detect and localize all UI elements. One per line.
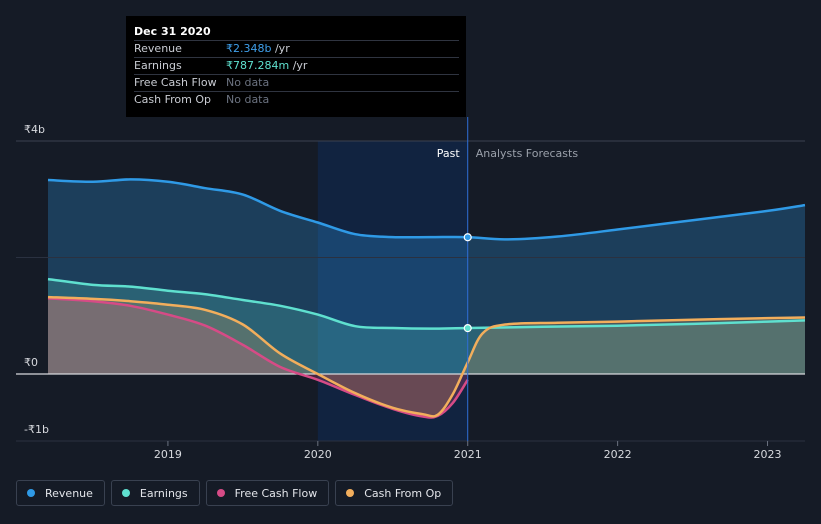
tooltip-row-value: No data <box>226 76 270 89</box>
tooltip-row-value: No data <box>226 93 270 106</box>
y-tick-label: -₹1b <box>24 423 49 436</box>
tooltip-row-value: ₹2.348b /yr <box>226 41 290 57</box>
tooltip-row: Free Cash Flow No data <box>134 74 459 91</box>
x-tick-label: 2019 <box>154 448 182 461</box>
legend-item-cash-from-op[interactable]: Cash From Op <box>335 480 454 506</box>
legend-item-earnings[interactable]: Earnings <box>110 480 200 506</box>
legend-dot-icon <box>346 489 355 497</box>
tooltip-date: Dec 31 2020 <box>134 25 211 38</box>
legend-item-free-cash-flow[interactable]: Free Cash Flow <box>205 480 330 506</box>
legend-dot-icon <box>27 489 35 497</box>
series-lines <box>47 178 806 419</box>
tooltip-rows: Revenue ₹2.348b /yr Earnings ₹787.284m /yr F… <box>134 40 459 108</box>
past-label: Past <box>437 147 461 160</box>
tooltip-value-unit: /yr <box>289 59 308 72</box>
revenue-line <box>47 178 806 241</box>
tooltip-row-label: Free Cash Flow <box>134 76 217 89</box>
revenue-marker <box>463 233 472 242</box>
tooltip-row-label: Earnings <box>134 59 182 72</box>
hover-markers <box>463 233 472 333</box>
x-tick-label: 2022 <box>604 448 632 461</box>
gridlines <box>16 140 805 442</box>
tooltip-row: Earnings ₹787.284m /yr <box>134 57 459 74</box>
earnings-marker <box>463 324 472 333</box>
tooltip: Dec 31 2020 Revenue ₹2.348b /yr Earnings ₹7… <box>126 16 466 117</box>
forecast-label: Analysts Forecasts <box>476 147 579 160</box>
cash-from-op-line <box>47 295 806 418</box>
x-axis-ticks: 2019 2020 2021 2022 2023 <box>154 441 782 461</box>
x-tick-label: 2021 <box>454 448 482 461</box>
x-tick-label: 2020 <box>304 448 332 461</box>
y-axis-ticks: ₹4b ₹0 -₹1b <box>24 123 49 436</box>
legend-dot-icon <box>216 489 225 497</box>
earnings-line <box>47 277 806 330</box>
y-tick-label: ₹0 <box>24 356 38 369</box>
tooltip-row-label: Cash From Op <box>134 93 212 106</box>
legend-dot-icon <box>121 489 130 497</box>
tooltip-value-number: ₹2.348b <box>226 42 272 55</box>
tooltip-row: Revenue ₹2.348b /yr <box>134 40 459 57</box>
tooltip-row-label: Revenue <box>134 42 182 55</box>
tooltip-value-number: ₹787.284m <box>226 59 290 72</box>
tooltip-value-unit: /yr <box>271 42 290 55</box>
tooltip-row: Cash From Op No data <box>134 91 459 108</box>
tooltip-row-value: ₹787.284m /yr <box>226 58 307 74</box>
y-tick-label: ₹4b <box>24 123 45 136</box>
legend-item-label: Cash From Op <box>364 486 442 500</box>
legend: Revenue Earnings Free Cash Flow Cash From O… <box>16 480 454 506</box>
legend-item-label: Revenue <box>45 486 93 500</box>
earnings-area <box>48 279 805 374</box>
free-cash-flow-area <box>48 298 468 418</box>
legend-item-revenue[interactable]: Revenue <box>16 480 105 506</box>
legend-item-label: Earnings <box>139 486 188 500</box>
x-tick-label: 2023 <box>754 448 782 461</box>
legend-item-label: Free Cash Flow <box>234 486 318 500</box>
